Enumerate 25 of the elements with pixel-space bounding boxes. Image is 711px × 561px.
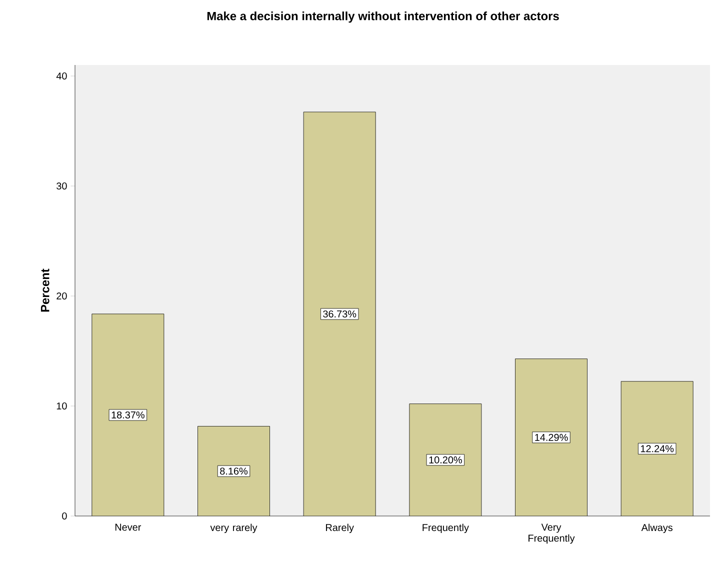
- bar: [409, 404, 482, 516]
- data-label: 8.16%: [220, 468, 248, 475]
- bar: [304, 112, 376, 516]
- data-label: 36.73%: [323, 310, 356, 318]
- y-tick-label: 20: [56, 292, 67, 300]
- y-axis-title: Percent: [40, 268, 50, 312]
- x-tick-label: Very Frequently: [528, 524, 575, 544]
- data-label: 12.24%: [640, 445, 674, 452]
- y-tick-label: 0: [62, 512, 67, 520]
- bar: [92, 314, 164, 516]
- data-label: 18.37%: [112, 411, 144, 418]
- data-label: 14.29%: [535, 434, 568, 441]
- x-tick-label: Never: [115, 524, 142, 531]
- x-tick-label: Rarely: [326, 524, 354, 534]
- bar: [515, 358, 588, 516]
- y-tick-label: 40: [56, 72, 67, 80]
- bar: [198, 426, 270, 516]
- bar: [620, 381, 694, 516]
- chart-title: Make a decision internally without intervention of other actors: [207, 12, 559, 23]
- x-tick-label: Always: [641, 524, 673, 534]
- y-tick-label: 10: [56, 402, 67, 410]
- data-label: 10.20%: [429, 456, 462, 464]
- x-tick-label: Frequently: [422, 524, 469, 534]
- x-tick-label: very rarely: [210, 524, 258, 534]
- y-tick-label: 30: [56, 182, 67, 190]
